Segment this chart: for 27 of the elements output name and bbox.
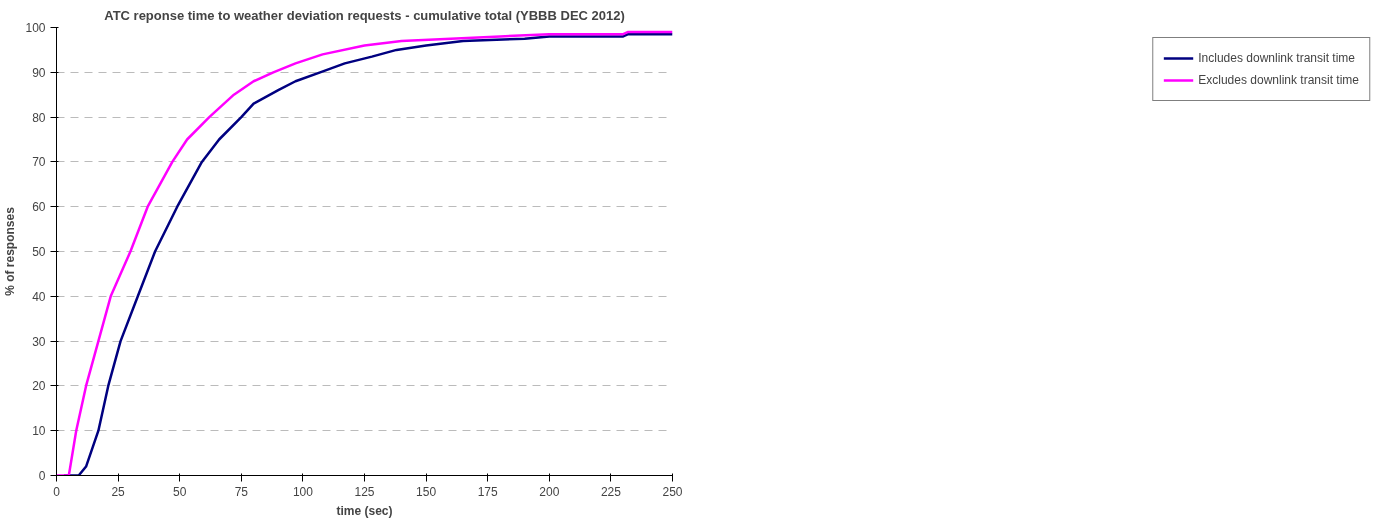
- y-tick-label: 50: [32, 245, 46, 259]
- x-tick-label: 125: [354, 484, 375, 499]
- x-tick-label: 0: [53, 484, 61, 499]
- legend-label: Includes downlink transit time: [1198, 51, 1356, 65]
- chart-title: ATC reponse time to weather deviation requests - cumulative total (YBBB DEC 2012): [104, 7, 625, 23]
- y-tick-label: 0: [38, 469, 46, 483]
- x-tick-label: 175: [477, 484, 499, 499]
- y-axis-title: % of responses: [3, 206, 18, 296]
- y-tick-label: 30: [32, 334, 46, 349]
- y-tick-label: 70: [32, 155, 46, 170]
- x-tick-label: 150: [416, 484, 437, 499]
- y-tick-label: 20: [32, 379, 46, 394]
- x-tick-label: 50: [173, 484, 187, 499]
- x-tick-label: 225: [600, 484, 622, 499]
- y-tick-label: 90: [32, 65, 46, 80]
- y-tick-label: 80: [32, 110, 46, 125]
- y-tick-label: 40: [32, 289, 46, 304]
- x-axis-title: time (sec): [336, 503, 393, 518]
- x-tick-label: 250: [662, 484, 683, 499]
- y-tick-label: 100: [25, 21, 46, 35]
- x-tick-label: 25: [111, 484, 126, 499]
- y-tick-label: 10: [32, 424, 46, 439]
- x-tick-label: 75: [234, 484, 249, 499]
- legend-label: Excludes downlink transit time: [1198, 73, 1359, 87]
- x-tick-label: 200: [539, 484, 560, 499]
- x-tick-label: 100: [292, 484, 314, 499]
- y-tick-label: 60: [32, 200, 46, 215]
